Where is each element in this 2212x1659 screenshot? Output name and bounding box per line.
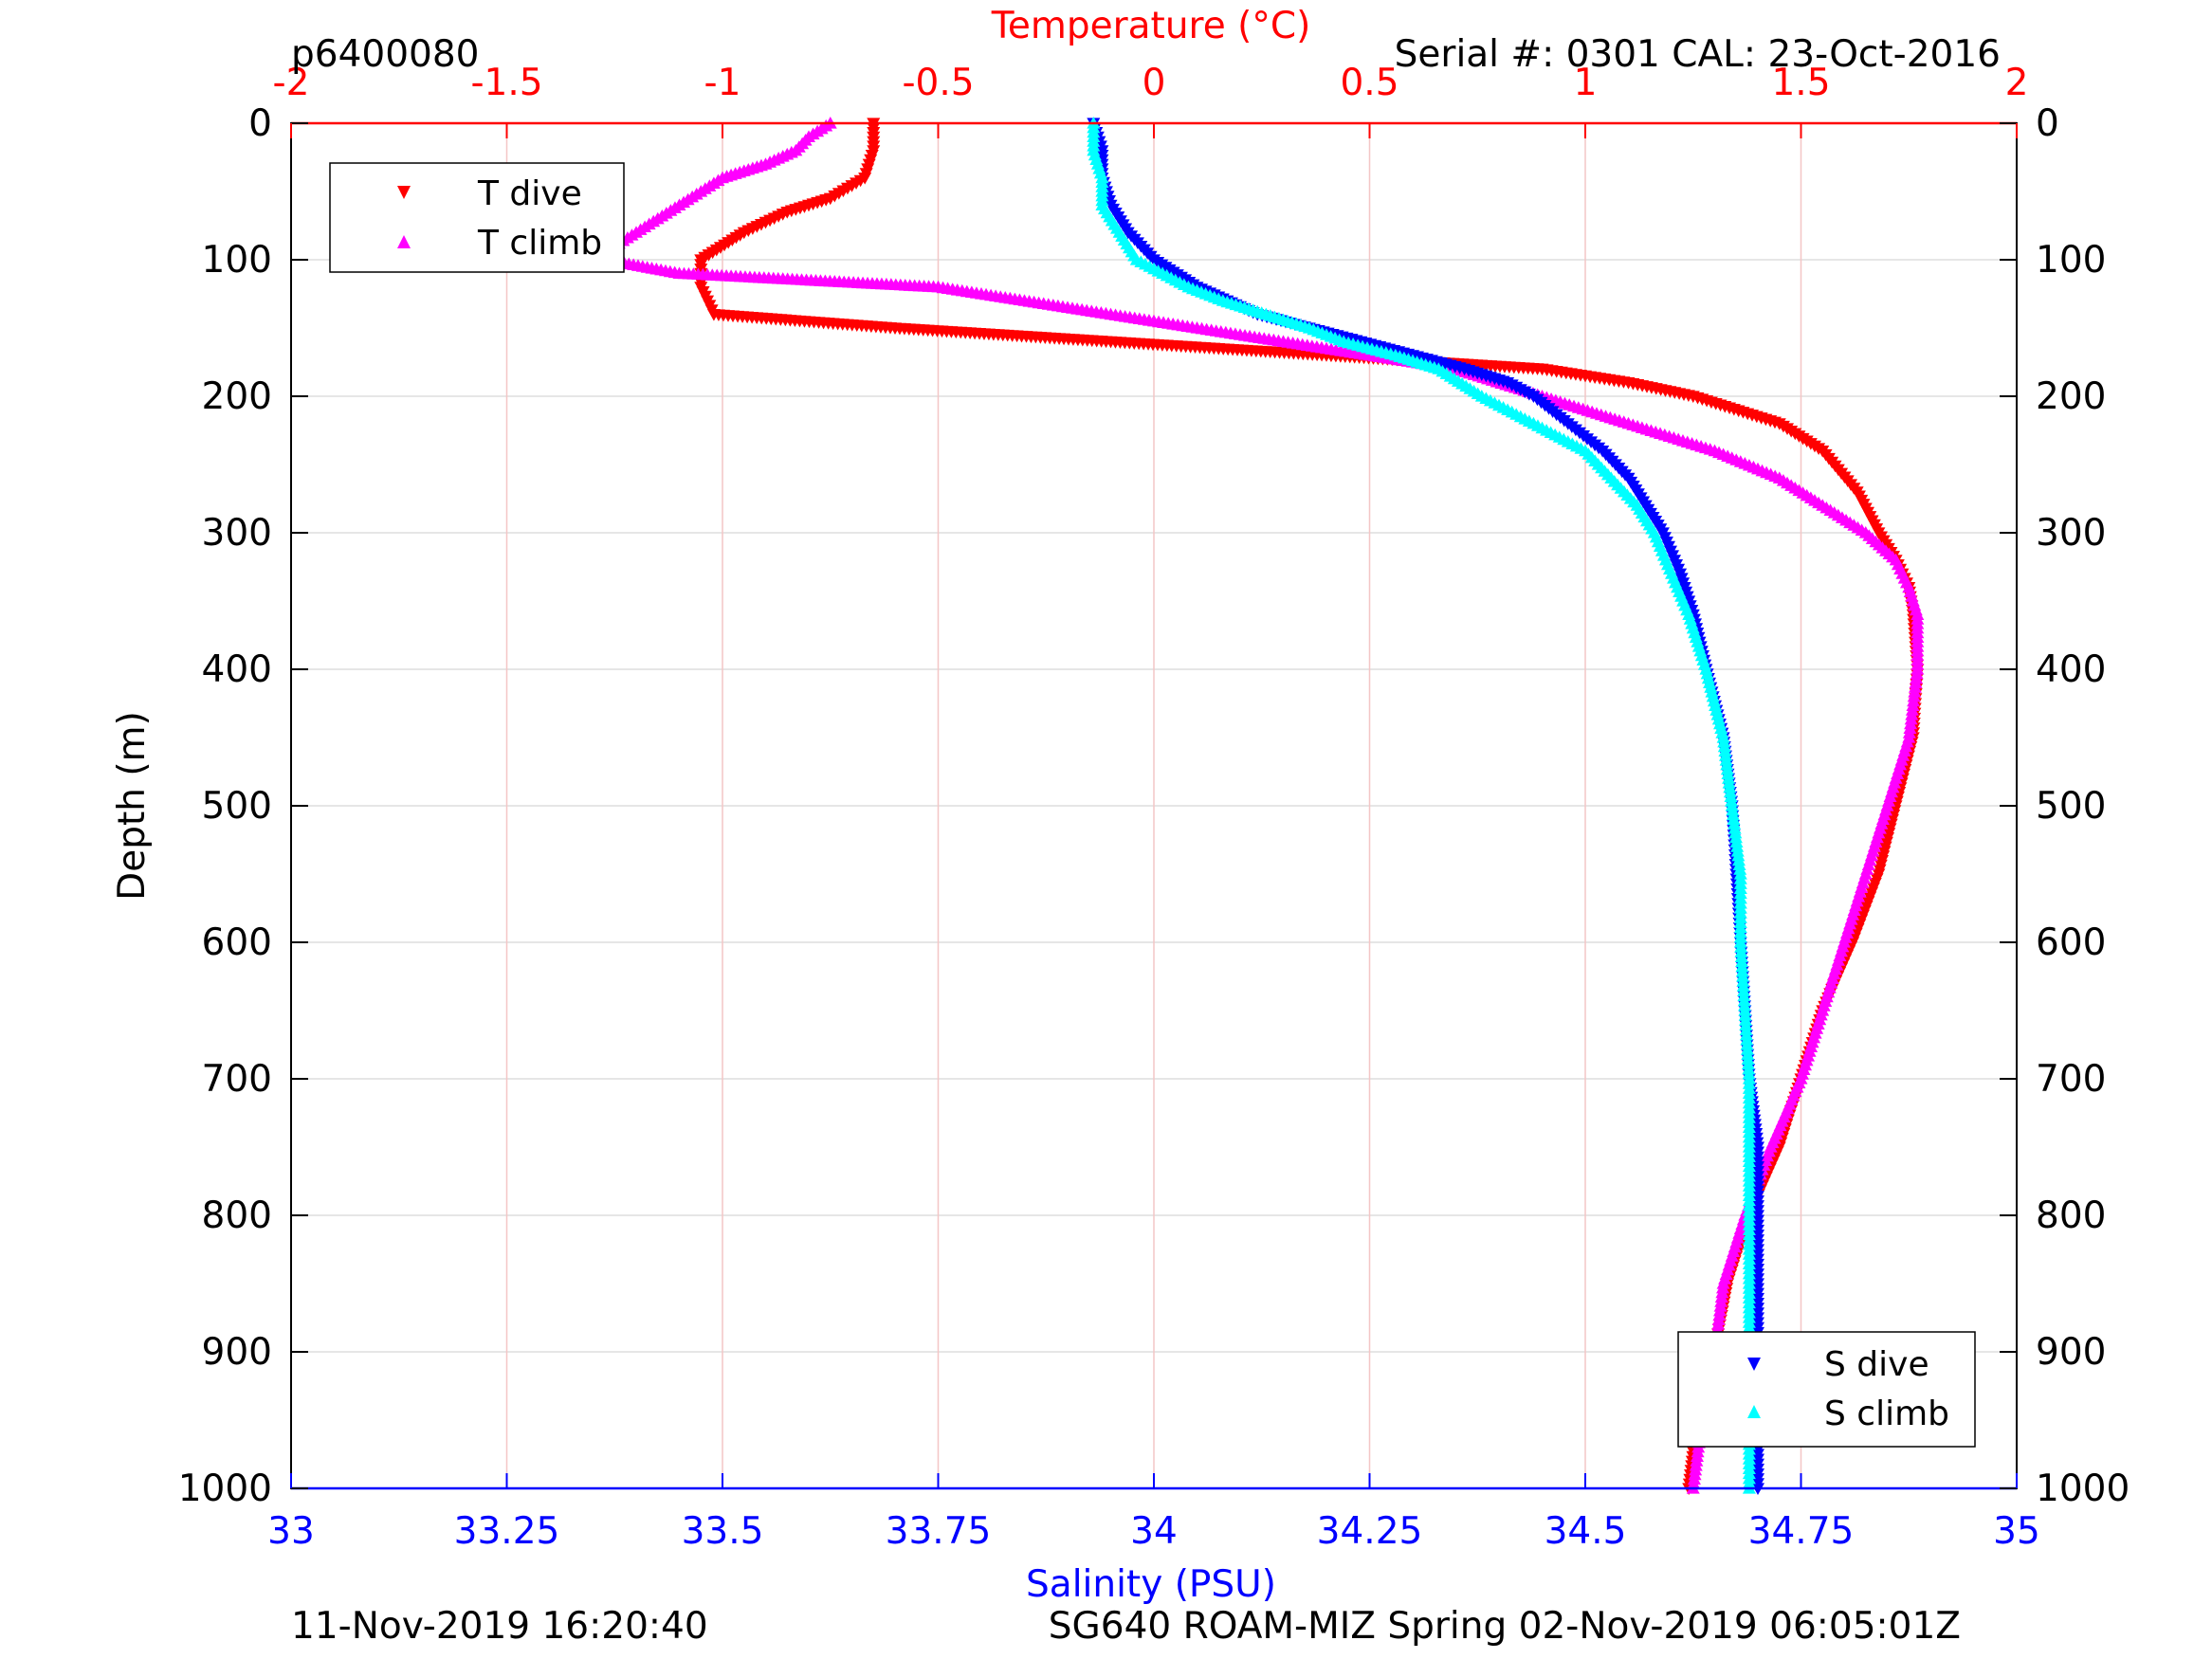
series-s-climb [1087, 117, 1756, 1494]
temperature-tick-label: -1.5 [470, 62, 542, 104]
t-dive-legend-label: T dive [477, 174, 582, 213]
temperature-tick-label: 2 [2005, 62, 2029, 104]
depth-tick-label-left: 0 [248, 102, 272, 145]
depth-tick-label-left: 100 [202, 239, 272, 282]
grid-lines [291, 123, 2017, 1488]
depth-tick-label-right: 600 [2036, 921, 2106, 964]
depth-tick-label-left: 200 [202, 375, 272, 418]
temperature-tick-label: 0 [1143, 62, 1166, 104]
temperature-tick-label: 1 [1574, 62, 1598, 104]
salinity-tick-label: 34.25 [1317, 1510, 1423, 1553]
temperature-tick-label: -0.5 [902, 62, 974, 104]
salinity-legend-box [1677, 1331, 1976, 1448]
serial-calibration-label: Serial #: 0301 CAL: 23-Oct-2016 [1395, 33, 2001, 76]
temperature-tick-label: 1.5 [1771, 62, 1830, 104]
depth-tick-label-left: 1000 [178, 1468, 272, 1510]
s-climb-legend-marker [1747, 1405, 1761, 1418]
temperature-axis-title: Temperature (°C) [991, 5, 1311, 47]
salinity-tick-label: 33.25 [454, 1510, 560, 1553]
depth-tick-label-right: 900 [2036, 1331, 2106, 1374]
salinity-tick-label: 33.5 [682, 1510, 764, 1553]
depth-tick-label-right: 500 [2036, 785, 2106, 828]
depth-tick-label-left: 500 [202, 785, 272, 828]
axis-ticks: 0 0 100 100 200 200 300 300 400 400 500 500 600 600 70… [178, 62, 2130, 1553]
footer-mission: SG640 ROAM-MIZ Spring 02-Nov-2019 06:05:… [1049, 1605, 1961, 1648]
depth-tick-label-right: 0 [2036, 102, 2059, 145]
depth-tick-label-left: 600 [202, 921, 272, 964]
s-dive-legend-label: S dive [1824, 1345, 1929, 1384]
depth-tick-label-left: 700 [202, 1058, 272, 1101]
depth-tick-label-left: 900 [202, 1331, 272, 1374]
salinity-tick-label: 34.75 [1748, 1510, 1855, 1553]
depth-tick-label-right: 400 [2036, 648, 2106, 691]
salinity-tick-label: 35 [1993, 1510, 2040, 1553]
s-climb-legend-label: S climb [1824, 1395, 1949, 1433]
t-dive-legend-marker [397, 186, 411, 199]
t-climb-legend-label: T climb [477, 224, 602, 263]
temperature-tick-label: -2 [273, 62, 310, 104]
depth-tick-label-right: 100 [2036, 239, 2106, 282]
depth-tick-label-right: 800 [2036, 1194, 2106, 1237]
depth-tick-label-right: 200 [2036, 375, 2106, 418]
salinity-tick-label: 33.75 [886, 1510, 992, 1553]
depth-axis-title: Depth (m) [111, 711, 154, 901]
depth-tick-label-right: 700 [2036, 1058, 2106, 1101]
depth-tick-label-left: 300 [202, 512, 272, 555]
salinity-tick-label: 34.5 [1545, 1510, 1627, 1553]
salinity-legend: S dive S climb [1677, 1331, 1976, 1448]
footer-timestamp: 11-Nov-2019 16:20:40 [291, 1605, 708, 1648]
t-climb-legend-marker [397, 235, 411, 248]
profile-id-label: p6400080 [291, 33, 479, 76]
depth-tick-label-right: 1000 [2036, 1468, 2130, 1510]
s-dive-legend-marker [1747, 1358, 1761, 1371]
temperature-tick-label: -1 [704, 62, 741, 104]
salinity-axis-title: Salinity (PSU) [1026, 1563, 1276, 1606]
salinity-tick-label: 33 [267, 1510, 315, 1553]
temperature-tick-label: 0.5 [1340, 62, 1398, 104]
depth-tick-label-left: 400 [202, 648, 272, 691]
temperature-legend: T dive T climb [329, 162, 625, 273]
depth-tick-label-right: 300 [2036, 512, 2106, 555]
temperature-legend-box [329, 162, 625, 273]
depth-tick-label-left: 800 [202, 1194, 272, 1237]
salinity-tick-label: 34 [1130, 1510, 1178, 1553]
